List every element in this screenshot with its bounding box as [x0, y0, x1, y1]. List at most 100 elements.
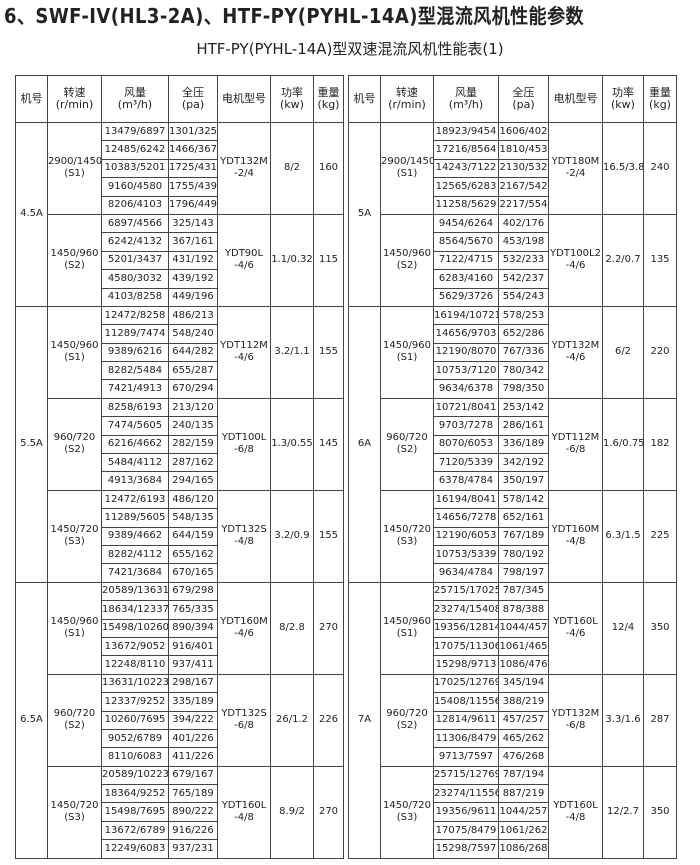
airflow-cell: 12472/8258	[101, 305, 169, 326]
motor-model: YDT160L	[221, 800, 267, 812]
power-cell: 26/1.2	[270, 673, 314, 767]
pressure-cell: 655/287	[168, 361, 218, 381]
airflow-cell: 5629/3726	[433, 287, 499, 307]
weight-cell: 115	[313, 213, 344, 307]
pressure-cell: 345/194	[498, 673, 549, 694]
header-weight: 重量 (kg)	[643, 75, 677, 123]
table-row: 960/720 (S2) 10721/8041 253/142 YDT112M -6/8 1…	[349, 397, 677, 491]
pressure-cell: 787/345	[498, 581, 549, 602]
airflow-cell: 7421/3684	[101, 563, 169, 583]
airflow-cell: 19356/9611	[433, 802, 499, 822]
speed-stage: (S2)	[64, 444, 85, 456]
airflow-cell: 9160/4580	[101, 177, 169, 197]
power-cell: 6.3/1.5	[602, 489, 644, 583]
airflow-cell: 9634/4784	[433, 563, 499, 583]
table-row: 960/720 (S2) 8258/6193 213/120 YDT100L -6/8 1.…	[16, 397, 344, 491]
pressure-cell: 652/161	[498, 508, 549, 528]
table-row: 12190/6053 767/189	[349, 526, 677, 546]
motor-cell: YDT112M -4/6	[217, 305, 271, 399]
pressure-cell: 449/196	[168, 287, 218, 307]
airflow-cell: 5484/4112	[101, 453, 169, 473]
airflow-cell: 9454/6264	[433, 213, 499, 234]
pressure-cell: 798/197	[498, 563, 549, 583]
pressure-cell: 767/189	[498, 526, 549, 546]
speed-cell: 1450/720 (S3)	[47, 765, 102, 859]
motor-cell: YDT112M -6/8	[548, 397, 603, 491]
table-row: 6A 1450/960 (S1) 16194/10721 578/253 YDT132M -…	[348, 305, 677, 583]
header-motor: 电机型号	[548, 75, 603, 123]
pressure-cell: 578/142	[498, 489, 549, 510]
speed-stage: (S3)	[396, 812, 418, 824]
airflow-cell: 9703/7278	[433, 416, 499, 436]
pressure-cell: 286/161	[498, 416, 549, 436]
speed-cell: 960/720 (S2)	[47, 673, 102, 767]
header-label: 机号	[20, 92, 43, 105]
speed-value: 1450/960	[50, 340, 99, 352]
pressure-cell: 2167/542	[498, 177, 549, 197]
speed-stage: (S2)	[396, 260, 418, 272]
table-row: 12190/8070 767/336	[349, 342, 677, 363]
airflow-cell: 17216/8564	[433, 140, 499, 160]
pressure-cell: 476/268	[498, 747, 549, 767]
speed-stage: (S1)	[396, 168, 418, 180]
header-power: 功率 (kw)	[602, 75, 644, 123]
header-unit: (m³/h)	[448, 98, 484, 111]
header-unit: (kg)	[317, 98, 340, 111]
speed-value: 960/720	[386, 708, 428, 720]
airflow-cell: 6216/4662	[101, 434, 169, 455]
motor-model: YDT100L	[221, 432, 267, 444]
pressure-cell: 767/336	[498, 342, 549, 363]
airflow-cell: 11289/7474	[101, 324, 169, 344]
table-row: 8282/5484 655/287	[16, 361, 344, 381]
speed-cell: 1450/960 (S1)	[47, 581, 102, 675]
header-airflow: 风量 (m³/h)	[101, 75, 169, 123]
table-row: 12565/6283 2167/542	[349, 177, 677, 197]
header-label: 电机型号	[553, 92, 598, 105]
table-row: 11289/7474 548/240	[16, 324, 344, 344]
airflow-cell: 13631/10223	[101, 673, 169, 694]
table-row: 4103/8258 449/196	[16, 287, 344, 307]
weight-cell: 350	[643, 581, 677, 675]
header-label: 重量	[317, 86, 340, 99]
table-row: 12249/6083 937/231	[16, 839, 344, 859]
motor-pole: -4/6	[234, 628, 254, 640]
header-label: 功率	[281, 86, 303, 99]
pressure-cell: 780/192	[498, 544, 549, 565]
motor-pole: -4/6	[234, 352, 254, 364]
page-title: 6、SWF-IV(HL3-2A)、HTF-PY(PYHL-14A)型混流风机性能…	[4, 4, 584, 28]
motor-model: YDT112M	[220, 340, 268, 352]
speed-cell: 960/720 (S2)	[47, 397, 102, 491]
header-speed: 转速 (r/min)	[380, 75, 434, 123]
motor-cell: YDT180M -2/4	[548, 122, 603, 215]
pressure-cell: 532/233	[498, 250, 549, 271]
header-label: 全压	[512, 86, 535, 99]
motor-model: YDT132M	[551, 708, 600, 720]
table-row: 19356/9611 1044/257	[349, 802, 677, 822]
airflow-cell: 7474/5605	[101, 416, 169, 436]
header-unit: (kg)	[649, 98, 671, 111]
airflow-cell: 12248/8110	[101, 655, 169, 675]
table-row: 11258/5629 2217/554	[349, 195, 677, 215]
speed-stage: (S2)	[396, 720, 418, 732]
speed-cell: 1450/960 (S1)	[380, 305, 434, 399]
speed-cell: 2900/1450 (S1)	[380, 122, 434, 215]
table-row: 5.5A 1450/960 (S1) 12472/8258 486/213 YDT112M…	[15, 305, 344, 583]
pressure-cell: 240/135	[168, 416, 218, 436]
pressure-cell: 486/120	[168, 489, 218, 510]
power-cell: 16.5/3.8	[602, 122, 644, 215]
pressure-cell: 1061/262	[498, 820, 549, 841]
airflow-cell: 17075/8479	[433, 820, 499, 841]
airflow-cell: 9389/6216	[101, 342, 169, 363]
power-cell: 6/2	[602, 305, 644, 399]
pressure-cell: 644/159	[168, 526, 218, 546]
table-row: 13672/6789 916/226	[16, 820, 344, 841]
power-cell: 1.3/0.55	[270, 397, 314, 491]
table-row: 12248/8110 937/411	[16, 655, 344, 675]
pressure-cell: 890/394	[168, 618, 218, 638]
motor-pole: -4/8	[565, 536, 586, 548]
table-row: 9713/7597 476/268	[349, 747, 677, 767]
pressure-cell: 394/222	[168, 710, 218, 730]
motor-pole: -2/4	[234, 168, 254, 180]
table-row: 10383/5201 1725/431	[16, 158, 344, 179]
table-row: 1450/720 (S3) 12472/6193 486/120 YDT132S -4/8…	[16, 489, 344, 583]
